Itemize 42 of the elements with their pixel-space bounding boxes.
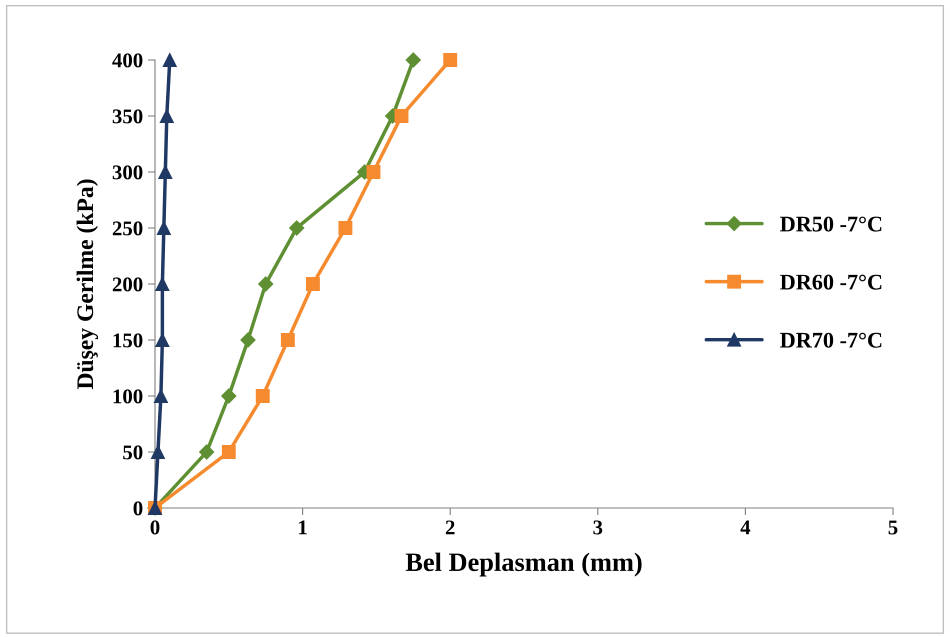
x-tick-label: 4 [740,520,750,534]
y-tick-label: 350 [112,109,142,124]
point [155,277,170,291]
point [158,165,172,179]
point [306,277,320,291]
x-tick-label: 5 [888,520,898,534]
y-tick-label: 300 [112,165,142,180]
y-tick-label: 100 [114,389,142,404]
legend-label: DR70 -7°C [780,332,882,348]
point [199,444,214,460]
point [154,389,168,403]
point [406,52,421,68]
point [240,332,256,348]
point [222,445,236,459]
x-tick-label: 2 [446,520,455,534]
point [221,388,236,404]
x-tick-label: 1 [299,520,307,534]
point [258,276,274,292]
point [256,389,270,403]
point [366,165,380,179]
point [443,53,458,67]
y-tick-label: 400 [112,53,142,68]
y-tick-label: 50 [123,445,142,460]
point [162,53,177,67]
y-tick-label: 200 [112,277,142,292]
point [156,221,171,235]
y-axis-title: Düşey Gerilme (kPa) [76,179,98,390]
point [160,109,174,123]
legend-label: DR50 -7°C [780,216,882,232]
point [280,333,295,347]
y-tick-label: 150 [114,333,142,348]
point [338,221,352,235]
x-axis-title: Bel Deplasman (mm) [406,552,642,577]
x-tick-label: 3 [593,520,602,534]
point [155,333,170,347]
point [151,445,165,459]
point [289,220,304,236]
x-tick-label: 0 [150,520,160,534]
y-tick-label: 250 [112,221,142,236]
legend-label: DR60 -7°C [780,274,882,290]
y-tick-label: 0 [134,501,142,516]
point [394,109,408,123]
